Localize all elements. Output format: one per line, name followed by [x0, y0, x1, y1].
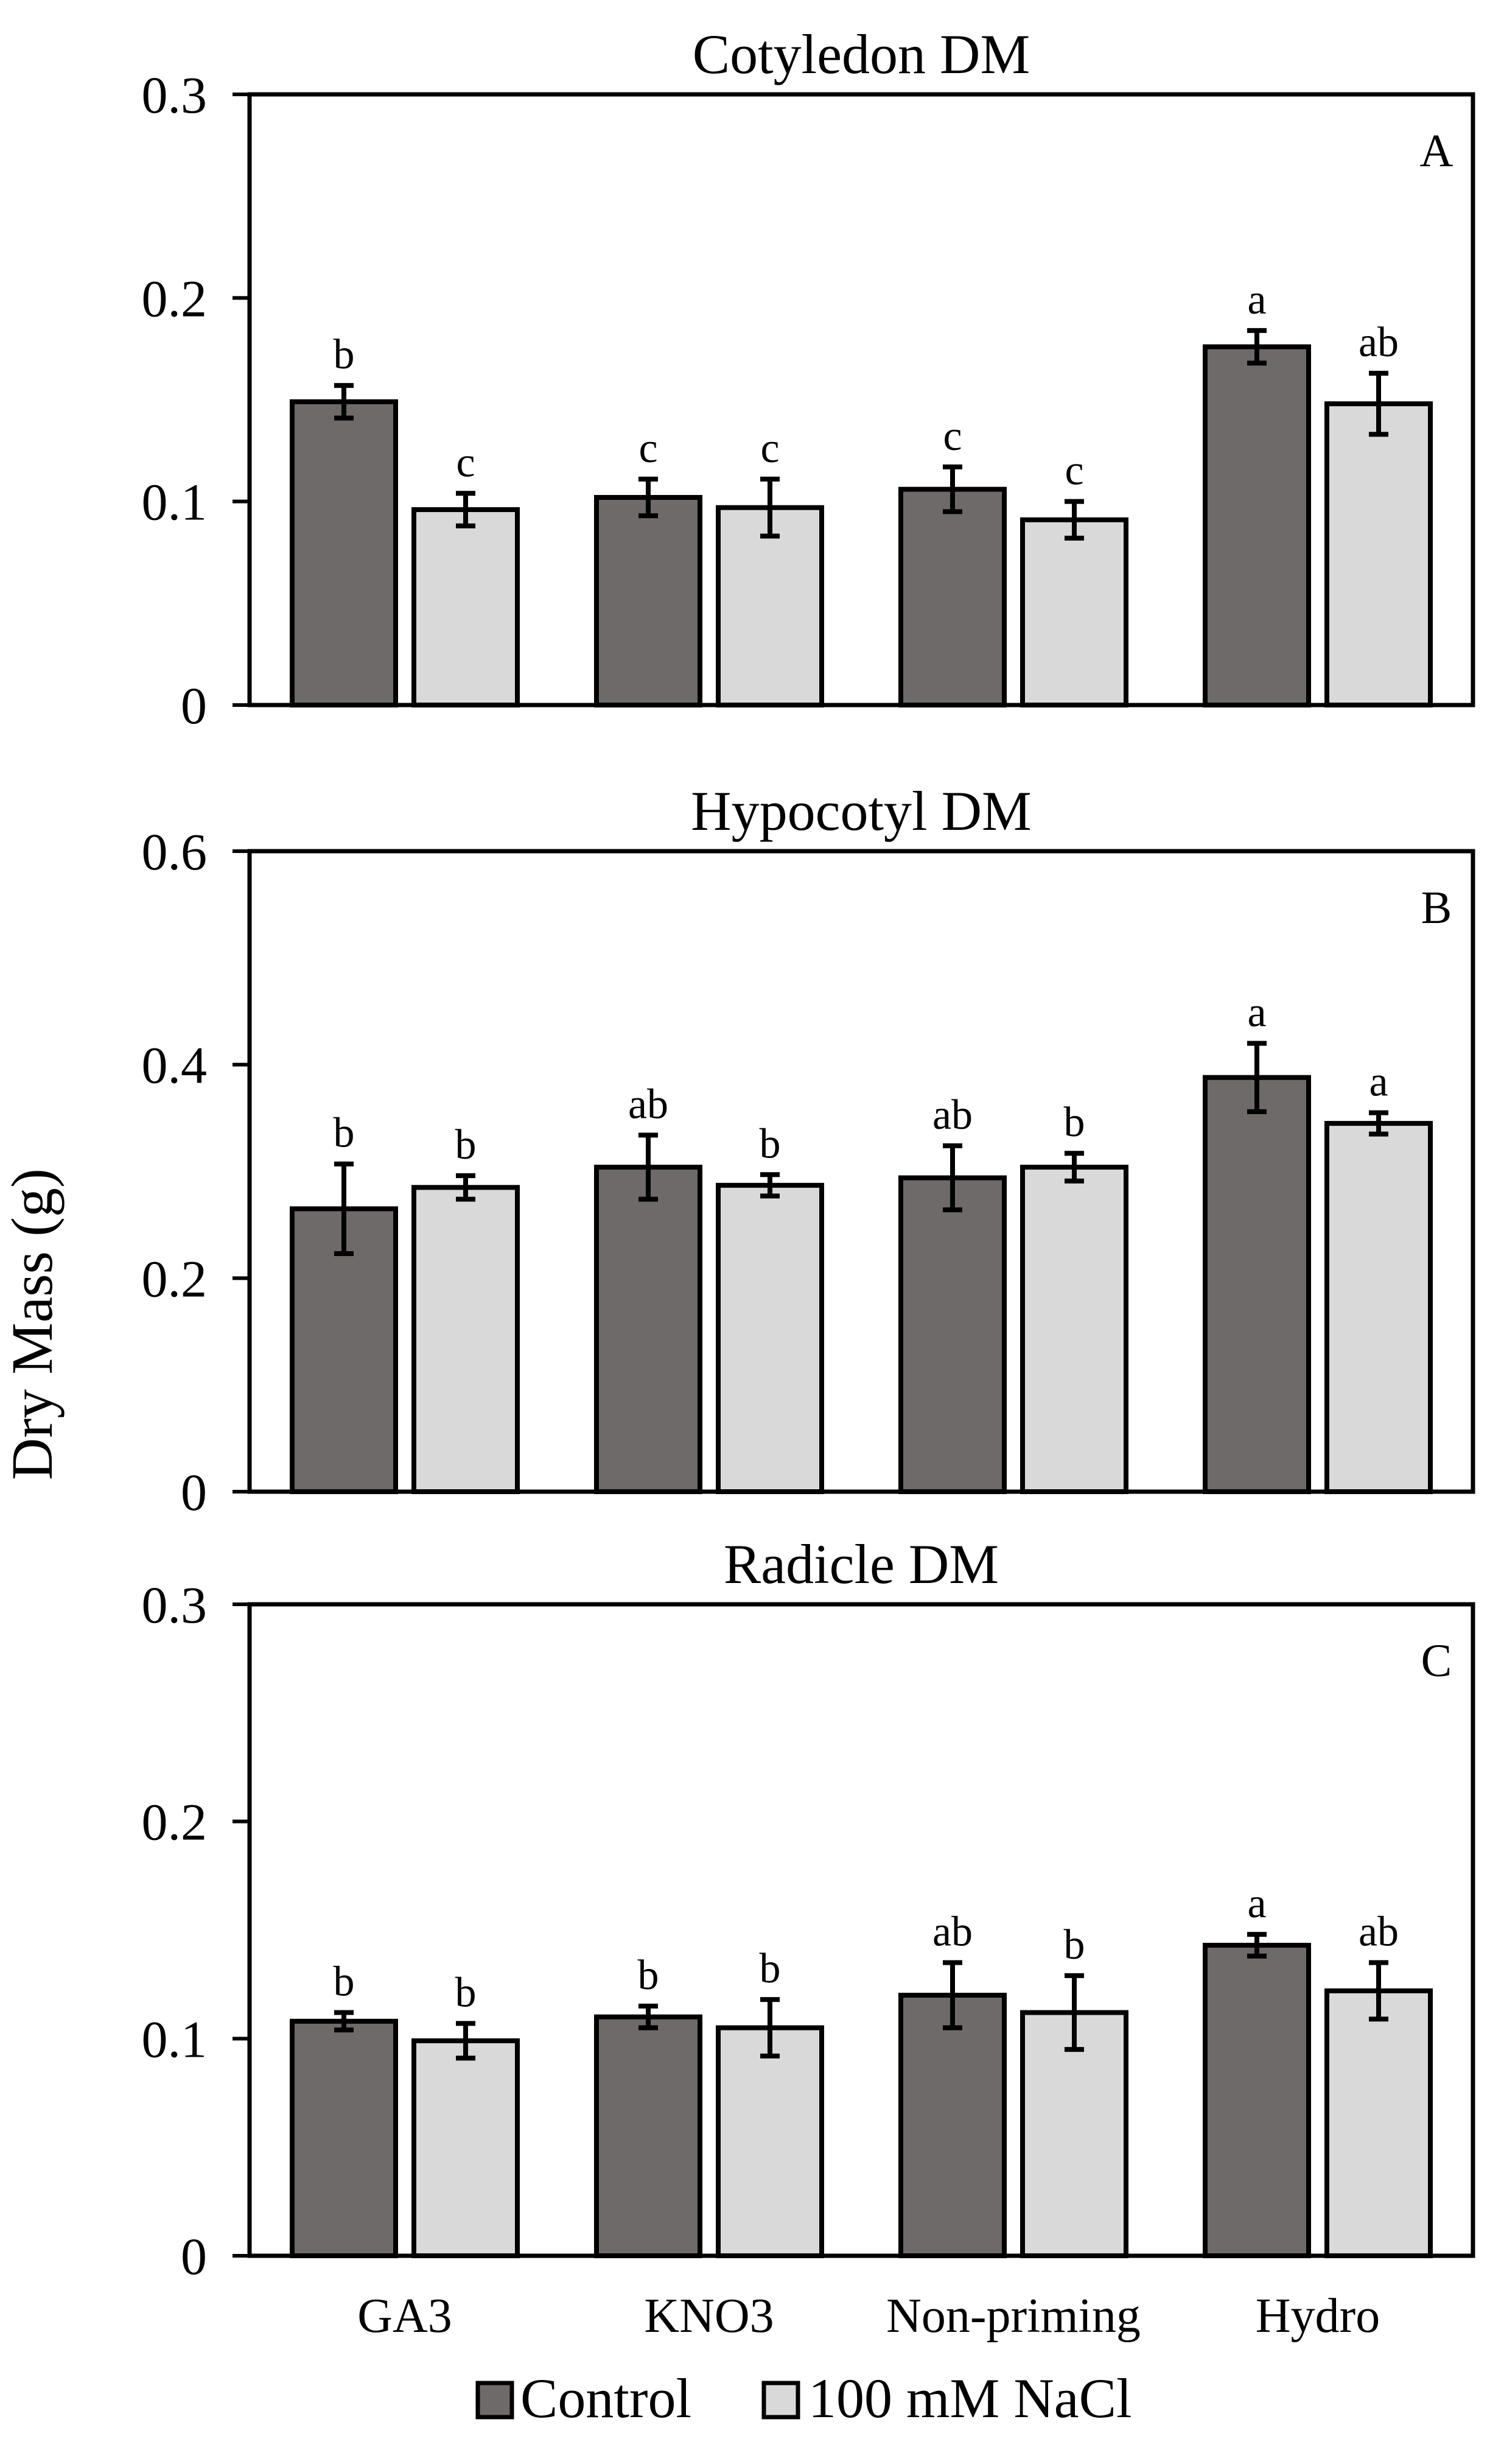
bar: [1203, 1075, 1311, 1494]
x-tick-label: GA3: [357, 2289, 452, 2343]
legend-label: 100 mM NaCl: [808, 2367, 1132, 2429]
panel-label: C: [1421, 1635, 1452, 1687]
bar: [411, 2038, 520, 2258]
significance-letter: ab: [1359, 1909, 1399, 1956]
bar: [1324, 401, 1433, 707]
bar: [290, 399, 398, 707]
significance-letter: a: [1247, 989, 1266, 1036]
panel-label: A: [1420, 125, 1453, 177]
bar: [1203, 1942, 1311, 2258]
bar: [898, 486, 1007, 708]
significance-letter: b: [334, 1110, 355, 1157]
y-tick-label: 0.6: [142, 823, 208, 881]
significance-letter: a: [1247, 276, 1266, 323]
bar: [290, 2018, 398, 2259]
bar: [716, 2025, 824, 2258]
y-tick-label: 0.3: [142, 1576, 208, 1634]
significance-letter: b: [334, 1959, 355, 2006]
significance-letter: b: [760, 1945, 781, 1992]
legend-label: Control: [520, 2367, 691, 2429]
x-tick-label: KNO3: [644, 2289, 774, 2343]
bar: [716, 1182, 824, 1494]
significance-letter: b: [1064, 1099, 1085, 1146]
y-tick-label: 0.4: [142, 1036, 208, 1095]
bar: [594, 2014, 702, 2259]
plot-frame: [247, 92, 1475, 707]
y-tick-label: 0.1: [142, 2010, 208, 2068]
bar: [898, 1175, 1007, 1494]
panel-title: Cotyledon DM: [693, 23, 1030, 85]
bar: [411, 1185, 520, 1495]
y-tick-label: 0: [181, 1463, 207, 1522]
bar: [594, 494, 702, 707]
bar: [1020, 517, 1128, 707]
y-tick-label: 0: [181, 2227, 207, 2286]
y-tick-label: 0.2: [142, 1793, 208, 1852]
significance-letter: b: [334, 331, 355, 378]
bar: [898, 1993, 1007, 2258]
y-tick-label: 0: [181, 676, 207, 735]
significance-letter: ab: [932, 1092, 973, 1139]
significance-letter: a: [1247, 1880, 1266, 1927]
significance-letter: c: [456, 439, 475, 486]
y-tick-label: 0.1: [142, 473, 208, 532]
legend-swatch: [475, 2381, 514, 2420]
bar: [1203, 344, 1311, 707]
significance-letter: a: [1369, 1059, 1388, 1106]
significance-letter: ab: [932, 1909, 973, 1956]
legend-swatch: [761, 2381, 800, 2420]
significance-letter: b: [455, 1121, 477, 1168]
significance-letter: b: [638, 1952, 659, 1999]
significance-letter: ab: [628, 1081, 668, 1128]
bar: [1020, 1164, 1128, 1494]
panel-title: Radicle DM: [724, 1533, 999, 1595]
bar: [594, 1164, 702, 1494]
x-tick-label: Non-priming: [886, 2289, 1141, 2343]
y-tick-label: 0.2: [142, 1249, 208, 1308]
significance-letter: ab: [1359, 319, 1399, 366]
bar: [1324, 1121, 1433, 1494]
y-axis-label: Dry Mass (g): [0, 1168, 65, 1480]
chart-panel-a: Cotyledon DM A 0 0.1 0.2 0.3 b c c a c c c ab: [142, 23, 1475, 735]
significance-letter: c: [943, 413, 962, 460]
significance-letter: b: [455, 1969, 477, 2016]
panel-title: Hypocotyl DM: [691, 780, 1032, 842]
significance-letter: c: [760, 425, 779, 472]
bar: [1020, 2010, 1128, 2259]
x-tick-label: Hydro: [1256, 2289, 1380, 2343]
significance-letter: b: [1064, 1922, 1085, 1968]
bar: [1324, 1988, 1433, 2259]
significance-letter: b: [760, 1120, 781, 1167]
bar: [411, 507, 520, 707]
legend: Control 100 mM NaCl: [475, 2367, 1132, 2429]
y-tick-label: 0.3: [142, 66, 208, 124]
plot-frame: [247, 1602, 1475, 2258]
y-tick-label: 0.2: [142, 269, 208, 328]
plot-frame: [247, 849, 1475, 1494]
significance-letter: c: [638, 425, 657, 472]
significance-letter: c: [1065, 448, 1083, 494]
panel-label: B: [1421, 882, 1452, 933]
